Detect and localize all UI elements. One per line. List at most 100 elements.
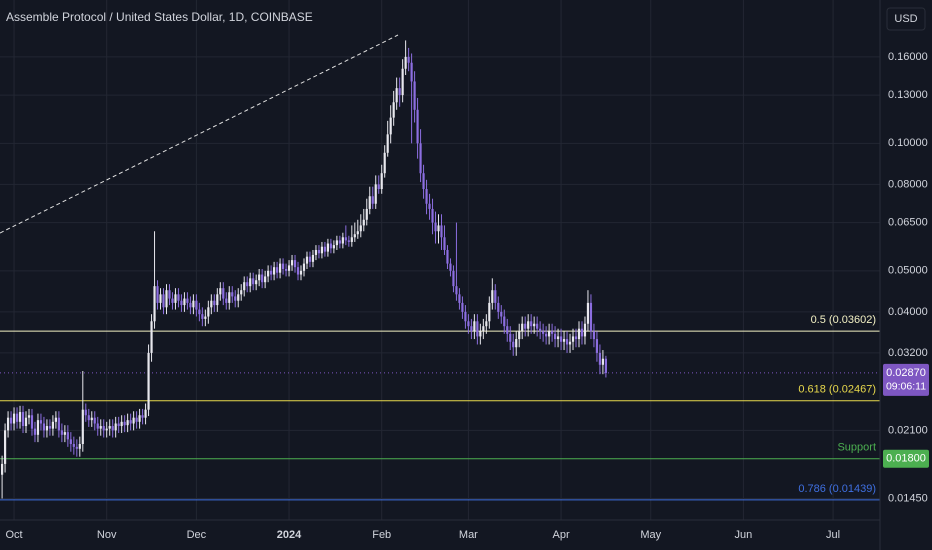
candle-body xyxy=(592,331,596,340)
candle-body xyxy=(284,268,288,271)
candle-body xyxy=(57,417,60,431)
candle-body xyxy=(476,321,479,337)
candle-body xyxy=(252,278,255,285)
candle-body xyxy=(159,294,162,303)
candle-body xyxy=(186,298,189,303)
candle-body xyxy=(350,237,353,242)
candle-body xyxy=(509,333,512,342)
candle-body xyxy=(362,219,365,226)
candle-body xyxy=(273,267,276,275)
x-tick-label: Mar xyxy=(459,529,478,541)
candle-body xyxy=(419,143,422,174)
candle-body xyxy=(3,430,7,464)
candle-body xyxy=(141,415,144,418)
candle-body xyxy=(473,321,476,332)
candle-body xyxy=(267,270,270,277)
x-tick-label: May xyxy=(640,529,661,541)
currency[interactable]: USD xyxy=(894,13,917,25)
x-tick-label: Jul xyxy=(826,529,840,541)
candle-body xyxy=(464,311,467,322)
candle-body xyxy=(126,420,129,426)
candle-body xyxy=(604,358,607,373)
candle-body xyxy=(261,274,264,283)
candle-body xyxy=(586,302,590,324)
currency-box[interactable] xyxy=(886,7,926,31)
candle-body xyxy=(36,420,40,435)
candle-body xyxy=(347,240,350,242)
candle-body xyxy=(207,307,210,317)
candle-body xyxy=(219,288,222,295)
candle-body xyxy=(93,417,96,424)
candle-body xyxy=(494,290,497,303)
candle-body xyxy=(48,426,52,429)
candle-body xyxy=(156,286,159,303)
candle-body xyxy=(452,270,455,287)
candle-body xyxy=(428,203,431,209)
candle-body xyxy=(147,352,150,410)
candle-body xyxy=(500,311,503,317)
candle-body xyxy=(168,290,171,299)
candle-body xyxy=(491,290,494,303)
candle-body xyxy=(114,423,117,431)
candle-body xyxy=(96,423,99,429)
candle-body xyxy=(571,336,575,342)
candle-body xyxy=(228,292,231,303)
candle-body xyxy=(174,294,177,303)
candle-body xyxy=(132,417,135,424)
candle-body xyxy=(72,444,75,447)
candle-body xyxy=(278,263,282,273)
candle-body xyxy=(539,328,542,332)
y-tick-label: 0.04000 xyxy=(888,306,928,318)
level-label: 0.5 (0.03602) xyxy=(811,314,876,326)
candle-body xyxy=(275,267,279,273)
candle-body xyxy=(81,409,84,445)
candle-body xyxy=(461,302,464,312)
candle-body xyxy=(195,300,198,310)
y-tick-label: 0.08000 xyxy=(888,178,928,190)
candle-body xyxy=(177,294,180,301)
candle-body xyxy=(6,417,10,431)
candle-body xyxy=(165,290,168,308)
level-label: 0.786 (0.01439) xyxy=(798,483,876,495)
candle-body xyxy=(553,333,557,340)
candle-body xyxy=(368,196,371,209)
candle-body xyxy=(518,331,521,340)
candle-body xyxy=(45,426,49,431)
candle-body xyxy=(377,184,380,190)
candle-body xyxy=(386,134,389,153)
grid xyxy=(0,0,880,520)
candle-body xyxy=(559,336,563,342)
candle-body xyxy=(296,267,300,275)
y-tick-label: 0.16000 xyxy=(888,51,928,63)
candle-body xyxy=(353,234,356,238)
levels: 0.5 (0.03602) 0.618 (0.02467) Support 0.786… xyxy=(0,314,880,501)
candle-body xyxy=(84,409,87,416)
candle-body xyxy=(389,117,392,135)
candle-body xyxy=(332,245,335,249)
candle-body xyxy=(231,292,234,297)
candle-body xyxy=(117,423,120,427)
candle-body xyxy=(39,420,43,424)
candle-body xyxy=(240,290,243,295)
candle-body xyxy=(440,225,443,238)
x-tick-label: 2024 xyxy=(277,529,302,541)
candle-body xyxy=(542,331,545,334)
candle-body xyxy=(449,263,452,271)
candle-body xyxy=(521,323,524,332)
candle-body xyxy=(123,421,126,426)
candle-body xyxy=(222,288,225,299)
candle-body xyxy=(374,184,377,204)
candle-body xyxy=(204,316,207,319)
candle-body xyxy=(383,152,386,174)
candle-body xyxy=(12,413,16,424)
candle-body xyxy=(515,339,518,348)
candle-body xyxy=(171,298,174,303)
candle-body xyxy=(287,265,291,271)
candle-body xyxy=(24,417,28,427)
candle-body xyxy=(99,426,102,429)
y-tick-label: 0.01450 xyxy=(888,492,928,504)
candle-body xyxy=(243,282,246,291)
chart-title: Assemble Protocol / United States Dollar… xyxy=(6,10,313,24)
x-tick-label: Apr xyxy=(552,529,569,541)
